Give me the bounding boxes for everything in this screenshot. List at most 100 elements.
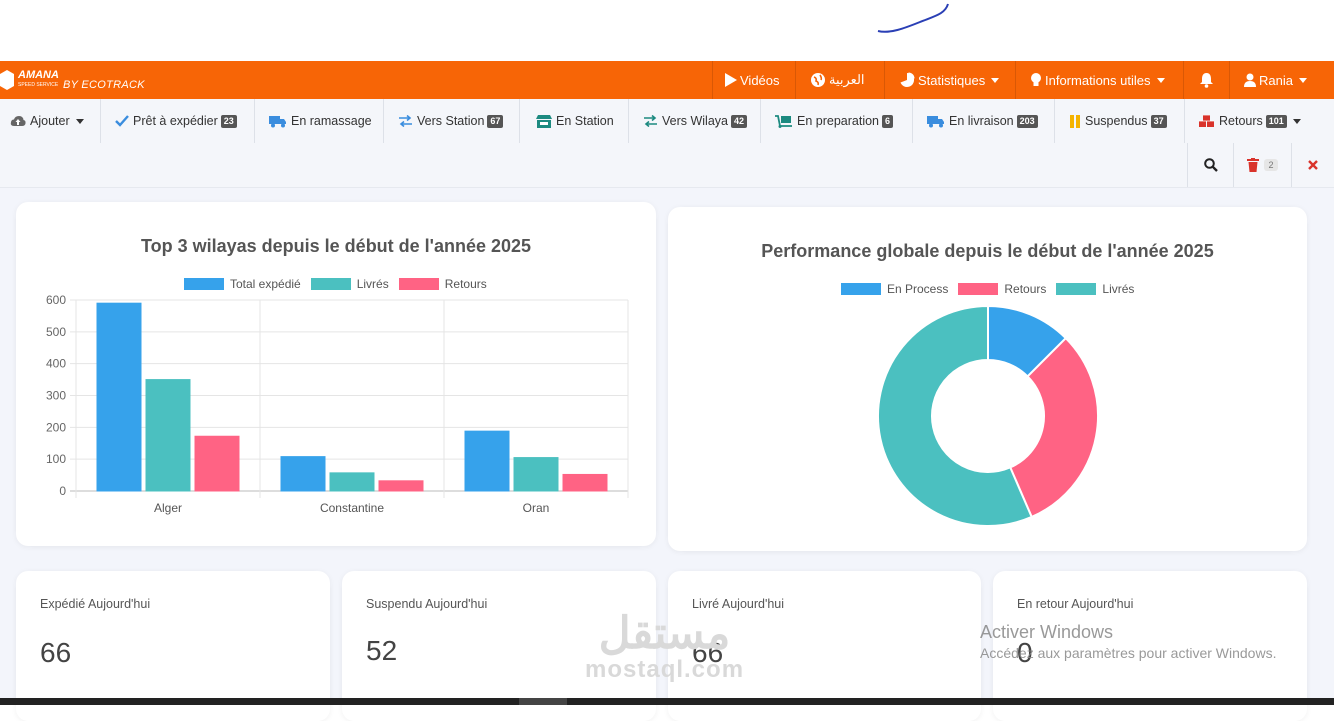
legend-item[interactable]: Retours bbox=[958, 282, 1046, 296]
pen-scribble bbox=[877, 3, 949, 33]
nav-ramassage-label: En ramassage bbox=[291, 114, 372, 128]
exchange-icon bbox=[399, 115, 412, 127]
trash-button[interactable]: 2 bbox=[1233, 143, 1291, 187]
count-badge: 6 bbox=[882, 114, 894, 128]
bar-chart: 0 100 200 300 400 500 600 Alger Constantine Oran bbox=[46, 293, 629, 515]
nav-pret-a-expedier[interactable]: Prêt à expédier 23 bbox=[101, 99, 255, 143]
notifications-button[interactable] bbox=[1183, 61, 1229, 99]
legend-label: Retours bbox=[1004, 282, 1047, 296]
y-tick-label: 200 bbox=[46, 420, 66, 434]
doughnut-chart-title: Performance globale depuis le début de l… bbox=[761, 241, 1214, 261]
x-tick-label: Constantine bbox=[320, 501, 384, 515]
stat-card-retour: En retour Aujourd'hui 0 bbox=[993, 571, 1307, 721]
close-button[interactable] bbox=[1291, 143, 1334, 187]
user-icon bbox=[1244, 73, 1256, 87]
stat-value: 0 bbox=[1017, 637, 1033, 668]
nav-suspendus-label: Suspendus bbox=[1085, 114, 1148, 128]
nav-vers-station-label: Vers Station bbox=[417, 114, 485, 128]
legend-label: Retours bbox=[444, 277, 487, 291]
stat-card-livre: Livré Aujourd'hui 66 bbox=[668, 571, 981, 721]
bar-chart-card: Top 3 wilayas depuis le début de l'année… bbox=[16, 202, 656, 546]
nav-ajouter-label: Ajouter bbox=[30, 114, 70, 128]
chevron-down-icon bbox=[1292, 118, 1301, 124]
store-icon bbox=[536, 114, 552, 128]
nav-informations[interactable]: Informations utiles bbox=[1015, 61, 1183, 99]
nav-en-livraison[interactable]: En livraison 203 bbox=[913, 99, 1055, 143]
doughnut-chart bbox=[877, 304, 1099, 527]
legend-item[interactable]: En Process bbox=[841, 282, 948, 296]
nav-statistiques[interactable]: Statistiques bbox=[884, 61, 1015, 99]
bar bbox=[329, 472, 375, 492]
count-badge: 23 bbox=[220, 114, 237, 128]
bar bbox=[96, 302, 142, 492]
y-tick-label: 500 bbox=[46, 325, 66, 339]
nav-videos[interactable]: Vidéos bbox=[712, 61, 795, 99]
bar bbox=[513, 457, 559, 492]
count-badge: 42 bbox=[731, 114, 748, 128]
legend-swatch bbox=[184, 278, 224, 290]
bar bbox=[464, 430, 510, 492]
legend-swatch bbox=[841, 283, 881, 295]
activation-subtitle: Accédez aux paramètres pour activer Wind… bbox=[980, 645, 1277, 661]
nav-informations-label: Informations utiles bbox=[1045, 72, 1151, 88]
count-badge: 203 bbox=[1016, 114, 1038, 128]
nav-vers-wilaya[interactable]: Vers Wilaya 42 bbox=[629, 99, 761, 143]
lightbulb-icon bbox=[1031, 73, 1041, 86]
status-nav: Ajouter Prêt à expédier 23 En ramassage V… bbox=[0, 99, 1334, 188]
nav-en-ramassage[interactable]: En ramassage bbox=[255, 99, 384, 143]
close-icon bbox=[1308, 160, 1318, 170]
bar-chart-legend: Total expédié Livrés Retours bbox=[184, 277, 497, 291]
play-icon bbox=[725, 73, 737, 87]
y-tick-label: 600 bbox=[46, 293, 66, 307]
globe-icon bbox=[811, 73, 825, 87]
taskbar-active-item[interactable] bbox=[519, 698, 567, 705]
nav-ajouter[interactable]: Ajouter bbox=[0, 99, 101, 143]
legend-item[interactable]: Livrés bbox=[310, 277, 389, 291]
nav-vers-station[interactable]: Vers Station 67 bbox=[384, 99, 520, 143]
legend-swatch bbox=[398, 278, 439, 290]
legend-label: Total expédié bbox=[230, 277, 301, 291]
user-menu[interactable]: Rania bbox=[1229, 61, 1334, 99]
activation-title: Activer Windows bbox=[980, 622, 1114, 642]
stat-value: 66 bbox=[692, 637, 724, 668]
doughnut-chart-legend: En Process Retours Livrés bbox=[841, 282, 1144, 296]
legend-item[interactable]: Total expédié bbox=[184, 277, 301, 291]
y-tick-label: 400 bbox=[46, 357, 66, 371]
chevron-down-icon bbox=[1156, 77, 1165, 83]
stat-label: Expédié Aujourd'hui bbox=[40, 597, 151, 611]
watermark-url: mostaql.com bbox=[585, 656, 745, 683]
search-button[interactable] bbox=[1187, 143, 1233, 187]
doughnut-slice bbox=[877, 304, 1034, 527]
cubes-icon bbox=[1199, 114, 1214, 127]
logo-brand-sub: SPEED SERVICE bbox=[18, 82, 59, 88]
nav-language-label: العربية bbox=[829, 72, 865, 87]
truck-icon bbox=[269, 115, 286, 127]
nav-suspendus[interactable]: Suspendus 37 bbox=[1055, 99, 1185, 143]
dolly-icon bbox=[775, 114, 792, 128]
bar bbox=[194, 435, 240, 492]
legend-item[interactable]: Livrés bbox=[1056, 282, 1134, 296]
bell-icon bbox=[1200, 73, 1213, 88]
legend-label: Livrés bbox=[1102, 282, 1135, 296]
chevron-down-icon bbox=[75, 118, 84, 124]
chevron-down-icon bbox=[991, 77, 1000, 83]
logo[interactable]: AMANA SPEED SERVICE BY ECOTRACK bbox=[0, 65, 145, 95]
stat-label: Suspendu Aujourd'hui bbox=[366, 597, 488, 611]
logo-by: BY ECOTRACK bbox=[62, 78, 145, 91]
stat-label: Livré Aujourd'hui bbox=[692, 597, 785, 611]
doughnut-slice bbox=[1008, 336, 1099, 519]
nav-en-station[interactable]: En Station bbox=[520, 99, 629, 143]
nav-en-station-label: En Station bbox=[556, 114, 614, 128]
nav-language[interactable]: العربية bbox=[795, 61, 884, 99]
taskbar bbox=[0, 698, 1334, 705]
pause-icon bbox=[1070, 114, 1080, 128]
legend-item[interactable]: Retours bbox=[398, 277, 487, 291]
stat-card-suspendu: Suspendu Aujourd'hui 52 bbox=[342, 571, 656, 721]
nav-en-preparation[interactable]: En preparation 6 bbox=[761, 99, 913, 143]
mostaql-watermark: مستقل mostaql.com bbox=[585, 612, 744, 684]
nav-videos-label: Vidéos bbox=[740, 72, 780, 88]
nav-retours[interactable]: Retours 101 bbox=[1185, 99, 1334, 143]
legend-swatch bbox=[1056, 283, 1097, 295]
legend-label: Livrés bbox=[356, 277, 389, 291]
bar bbox=[378, 480, 424, 492]
